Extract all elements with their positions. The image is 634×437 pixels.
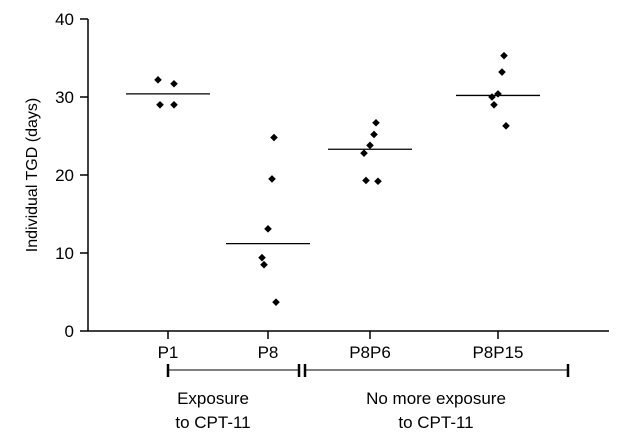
x-tick-label: P8P6 [349, 343, 391, 362]
x-ticks: P1 P8 P8P6 P8P15 [158, 331, 524, 362]
y-tick-label: 0 [65, 322, 74, 341]
group-brackets [166, 364, 570, 377]
data-point [370, 130, 378, 139]
data-point [264, 225, 272, 233]
y-tick-label: 10 [55, 244, 74, 263]
data-point [268, 175, 276, 183]
median-lines [126, 93, 540, 245]
data-point [366, 141, 374, 150]
data-point [272, 298, 280, 306]
data-point [362, 176, 370, 185]
data-point [154, 76, 162, 84]
data-point [500, 51, 508, 60]
data-point [498, 68, 506, 76]
group-1-line2: to CPT-11 [175, 413, 250, 432]
data-point [494, 90, 502, 98]
y-tick-label: 20 [55, 166, 74, 185]
data-point [502, 122, 510, 130]
data-point [372, 118, 380, 127]
data-point [374, 177, 382, 186]
y-tick-label: 40 [55, 10, 74, 29]
data-point [260, 260, 268, 269]
group-labels: Exposure to CPT-11 No more exposure to C… [175, 389, 506, 432]
data-point [156, 101, 164, 109]
group-2-line1: No more exposure [366, 389, 506, 408]
data-point [490, 101, 498, 109]
x-tick-label: P8 [258, 343, 279, 362]
data-points [154, 51, 510, 306]
data-point [170, 101, 178, 109]
group-2-line2: to CPT-11 [398, 413, 473, 432]
data-point [270, 133, 278, 142]
data-point [170, 79, 178, 88]
data-point [360, 149, 368, 157]
group-1-line1: Exposure [177, 389, 249, 408]
y-axis-title: Individual TGD (days) [24, 98, 41, 252]
data-point [488, 93, 496, 101]
x-tick-label: P8P15 [472, 343, 523, 362]
x-tick-label: P1 [158, 343, 179, 362]
y-ticks: 0 10 20 30 40 [55, 10, 88, 341]
y-tick-label: 30 [55, 88, 74, 107]
data-point [258, 253, 266, 262]
